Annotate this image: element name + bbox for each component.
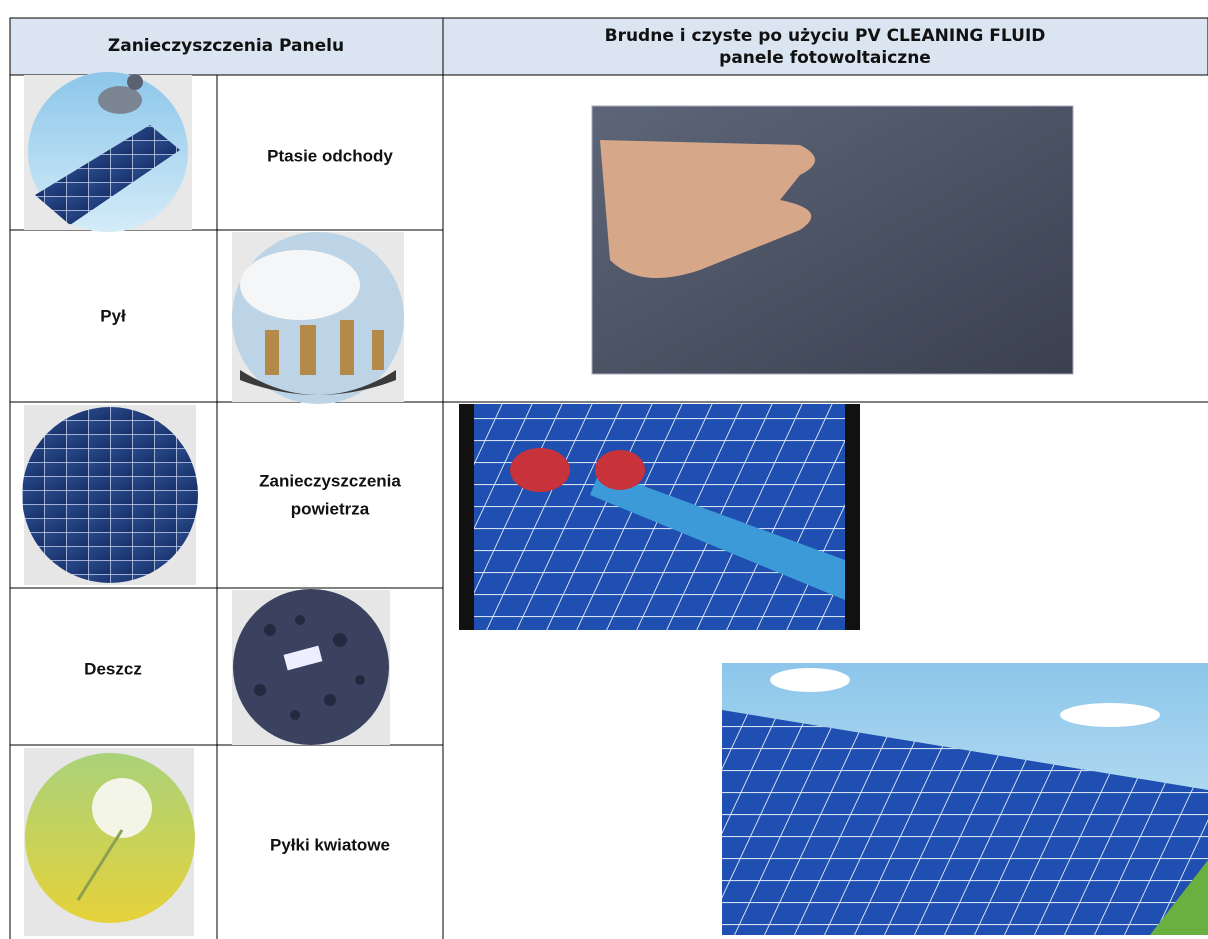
header-background (9, 17, 1208, 76)
header-right-line: Brudne i czyste po użyciu PV CLEANING FL… (605, 26, 1046, 46)
header-right-line: panele fotowoltaiczne (719, 48, 931, 68)
dandelion-image (24, 748, 195, 936)
factory-image (232, 232, 404, 404)
row-label: Zanieczyszczenia (259, 471, 401, 490)
row-label: Pył (100, 306, 126, 325)
header-left: Zanieczyszczenia Panelu (108, 36, 344, 56)
air-pollution-image (22, 405, 198, 585)
row-label: Ptasie odchody (267, 146, 393, 165)
row-label: Deszcz (84, 659, 142, 678)
cleaning-brush-photo (459, 404, 860, 630)
bird-image (24, 72, 192, 232)
dirty-panel-photo (591, 105, 1074, 375)
row-label: powietrza (291, 499, 370, 518)
row-label: Pyłki kwiatowe (270, 835, 390, 854)
table-borders (9, 18, 1208, 939)
clean-panel-photo (722, 663, 1208, 935)
rain-image (232, 589, 390, 745)
